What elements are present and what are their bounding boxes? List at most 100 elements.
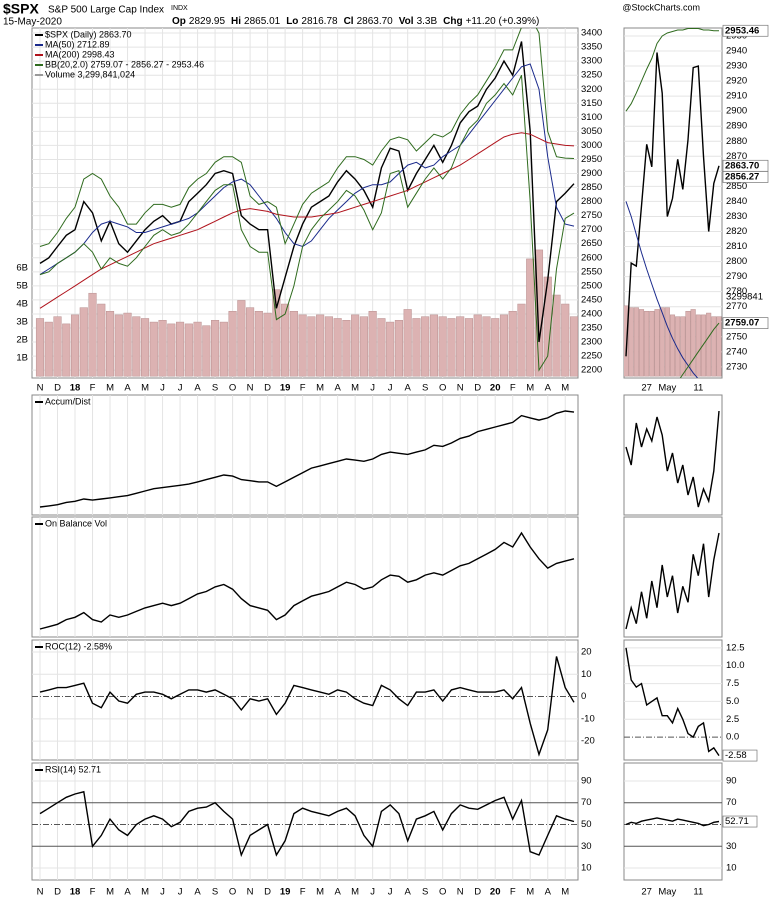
y-tick-label: 3200	[581, 84, 602, 95]
y-tick-label: 30	[726, 841, 737, 852]
y-tick-label: 2780	[726, 286, 747, 297]
x-tick-label: N	[37, 887, 44, 898]
y-tick-label: 2450	[581, 294, 602, 305]
volume-bar	[324, 316, 333, 377]
volume-bar	[633, 307, 639, 377]
y-tick-label: 2300	[581, 337, 602, 348]
series-line	[39, 656, 575, 757]
panel-frame	[31, 27, 579, 379]
x-tick-label: 18	[70, 887, 81, 898]
y-tick-label: 50	[581, 819, 592, 830]
volume-bar	[569, 316, 578, 377]
volume-bar	[690, 309, 696, 377]
x-tick-label: N	[37, 383, 44, 394]
volume-bar	[132, 316, 141, 377]
x-tick-label: S	[212, 383, 218, 394]
volume-bar	[377, 318, 386, 377]
value-label-box	[722, 24, 769, 37]
y-tick-label: 2650	[581, 238, 602, 249]
x-tick-label: 20	[490, 887, 501, 898]
volume-bar	[88, 292, 97, 377]
volume-tick-label: 3B	[16, 317, 28, 328]
volume-bar	[298, 314, 307, 377]
series-line	[625, 201, 699, 378]
volume-bar	[403, 309, 412, 377]
x-tick-label: 11	[693, 383, 703, 394]
series-line	[625, 817, 720, 827]
x-tick-label: M	[351, 383, 359, 394]
x-tick-label: D	[474, 383, 481, 394]
volume-bar	[35, 318, 45, 377]
y-tick-label: 2740	[726, 346, 747, 357]
x-tick-label: N	[247, 383, 254, 394]
volume-bar	[237, 300, 246, 377]
x-tick-label: J	[178, 383, 183, 394]
series-line	[625, 52, 720, 357]
last-label-box	[722, 749, 758, 762]
volume-bar	[685, 310, 691, 377]
volume-bar	[158, 320, 167, 377]
legend-label: On Balance Vol	[45, 518, 107, 528]
y-tick-label: 2250	[581, 351, 602, 362]
volume-bar	[44, 321, 53, 377]
y-tick-label: 10	[581, 863, 592, 874]
x-tick-label: M	[316, 887, 324, 898]
volume-bar	[508, 310, 517, 377]
y-tick-label: 5.0	[726, 696, 739, 707]
volume-bar	[624, 305, 629, 377]
y-tick-label: 70	[726, 797, 737, 808]
volume-bar	[140, 318, 150, 377]
x-tick-label: F	[90, 887, 96, 898]
quote-label: Vol	[399, 16, 414, 27]
volume-bar	[281, 303, 290, 377]
y-tick-label: 2700	[581, 224, 602, 235]
band-line	[679, 322, 720, 378]
x-tick-label: A	[334, 383, 341, 394]
value-label-box	[722, 171, 769, 183]
x-tick-label: D	[264, 383, 271, 394]
value-label-box	[722, 317, 769, 329]
series-line	[39, 63, 575, 276]
x-tick-label: A	[334, 887, 341, 898]
y-tick-label: 10	[581, 669, 592, 680]
y-tick-label: 2500	[581, 280, 602, 291]
volume-bar	[716, 316, 722, 377]
volume-tick-label: 6B	[16, 262, 28, 273]
x-tick-label: M	[561, 383, 569, 394]
y-tick-label: 3050	[581, 126, 602, 137]
x-tick-label: M	[141, 383, 149, 394]
y-tick-label: 2790	[726, 271, 747, 282]
quote-value: 2816.78	[301, 16, 338, 27]
quote-value: 3.3B	[417, 16, 438, 27]
legend-label: BB(20,2.0) 2759.07 - 2856.27 - 2953.46	[45, 59, 204, 69]
volume-bar	[62, 323, 71, 377]
x-tick-label: J	[370, 887, 375, 898]
legend-label: $SPX (Daily) 2863.70	[45, 29, 132, 39]
x-tick-label: J	[178, 887, 183, 898]
zoom-frame	[623, 27, 723, 379]
volume-bar	[700, 314, 707, 377]
volume-tick-label: 4B	[16, 299, 28, 310]
legend-label: RSI(14) 52.71	[45, 764, 101, 774]
y-tick-label: 2550	[581, 266, 602, 277]
x-tick-label: F	[90, 383, 96, 394]
quote: Op 2829.95 Hi 2865.01 Lo 2816.78 Cl 2863.70 Vol 3…	[172, 16, 539, 27]
volume-bar	[272, 289, 281, 377]
series-line	[625, 410, 720, 508]
x-tick-label: S	[422, 887, 428, 898]
volume-bar	[184, 323, 193, 377]
x-tick-label: N	[247, 887, 254, 898]
quote-label: Hi	[231, 16, 241, 27]
x-tick-label: M	[526, 383, 534, 394]
quote-label: Op	[172, 16, 186, 27]
volume-bar	[552, 294, 561, 377]
y-tick-label: 2770	[726, 301, 747, 312]
y-tick-label: -10	[581, 713, 595, 724]
y-tick-label: 3300	[581, 56, 602, 67]
x-tick-label: 27	[641, 383, 652, 394]
y-tick-label: 2890	[726, 121, 747, 132]
x-tick-label: S	[422, 383, 428, 394]
volume-bar	[219, 321, 228, 377]
y-tick-label: 2920	[726, 76, 747, 87]
x-tick-label: J	[370, 383, 375, 394]
